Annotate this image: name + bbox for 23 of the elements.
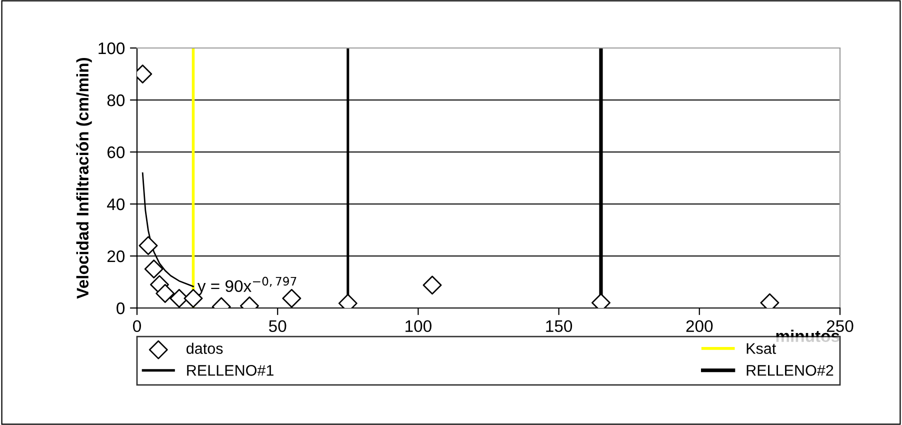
y-tick-label: 20 <box>107 250 125 262</box>
legend-label: RELLENO#1 <box>187 364 274 376</box>
y-tick-label: 80 <box>107 94 125 106</box>
legend-label: Ksat <box>746 343 776 354</box>
point <box>144 260 164 278</box>
y-tick-label: 60 <box>108 146 125 158</box>
point <box>156 284 175 303</box>
y-axis-title: Velocidad Infiltración (cm/min) <box>76 58 92 299</box>
legend-label: datos <box>186 342 223 354</box>
y-tick-label: 0 <box>116 302 125 314</box>
annotation: y = 90x$^{−0,797}$ <box>197 276 296 296</box>
y-tick-label: 40 <box>107 198 125 210</box>
x-tick-label: 50 <box>269 320 286 332</box>
legend-label: RELLENO#2 <box>746 364 834 376</box>
x-tick-label: 0 <box>133 320 141 332</box>
x-tick-label: 200 <box>686 320 713 332</box>
x-tick-label: 150 <box>546 320 572 332</box>
x-tick-label: 250 <box>826 320 854 332</box>
y-tick-label: 100 <box>98 42 125 54</box>
point <box>138 236 158 256</box>
point <box>282 288 302 308</box>
x-tick-label: 100 <box>406 320 432 332</box>
point <box>422 276 442 295</box>
